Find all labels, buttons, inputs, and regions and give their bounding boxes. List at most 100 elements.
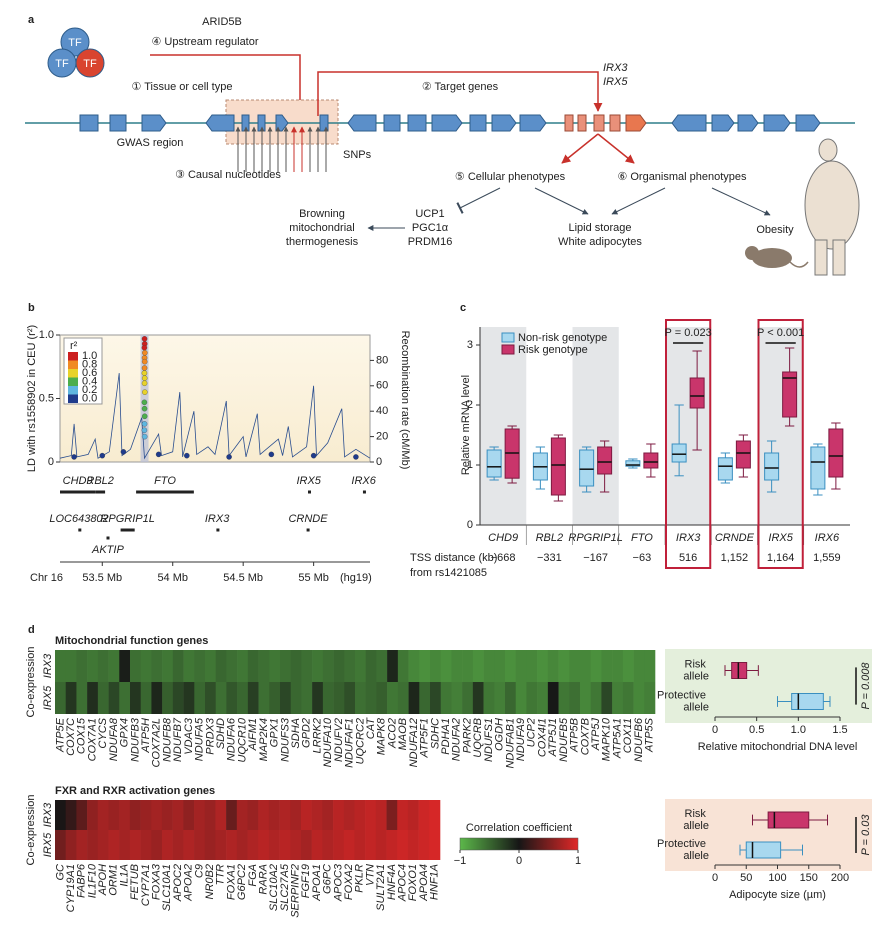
- heat-cell: [300, 800, 312, 830]
- heat-cell: [87, 800, 99, 830]
- region-label: GWAS region: [117, 137, 184, 149]
- legend-label: 1.0: [82, 350, 97, 362]
- step-label: ⑤ Cellular phenotypes: [455, 171, 566, 183]
- column-label: HNF4A: [386, 864, 398, 900]
- heat-cell: [344, 650, 356, 682]
- target-gene: IRX5: [603, 76, 628, 88]
- heat-cell: [97, 830, 109, 860]
- target-gene: IRX3: [603, 62, 628, 74]
- heat-cell: [226, 800, 238, 830]
- heat-cell: [418, 800, 430, 830]
- legend-swatch: [501, 344, 515, 355]
- heat-cell: [119, 830, 131, 860]
- heat-cell: [375, 800, 387, 830]
- column-label: MAPK8: [376, 717, 388, 755]
- heat-cell: [119, 800, 131, 830]
- heat-cell: [558, 682, 570, 714]
- category-label: Risk allele: [683, 808, 709, 832]
- y-axis-label: Co-expression: [25, 795, 37, 866]
- heat-cell: [215, 830, 227, 860]
- column-label: GPD2: [301, 718, 313, 748]
- tss-value: 1,152: [721, 552, 749, 564]
- column-label: IL1F10: [86, 863, 98, 898]
- column-label: ATP5F1: [419, 718, 431, 759]
- heat-cell: [429, 800, 441, 830]
- column-label: ATP5E: [54, 717, 66, 753]
- gene-label: CRNDE: [288, 513, 328, 525]
- heat-cell: [590, 650, 602, 682]
- heat-cell: [376, 682, 388, 714]
- gene-block: [795, 114, 821, 132]
- heat-cell: [494, 682, 506, 714]
- column-label: NDUFA12: [408, 718, 420, 767]
- column-label: APOH: [97, 864, 109, 896]
- y-axis-label: Co-expression: [25, 647, 37, 718]
- column-label: MAPK10: [601, 717, 613, 761]
- heat-cell: [430, 682, 442, 714]
- heat-cell: [419, 650, 431, 682]
- column-label: ATP5J: [590, 718, 602, 752]
- arrow: [317, 71, 603, 116]
- column-label: SULT2A1: [375, 864, 387, 911]
- heat-cell: [204, 800, 216, 830]
- column-label: ATP5H: [140, 718, 152, 754]
- column-label: SLC10A2: [268, 864, 280, 911]
- heat-cell: [312, 650, 324, 682]
- heat-cell: [322, 830, 334, 860]
- heat-cell: [537, 650, 549, 682]
- gene-label: RBL2: [86, 475, 114, 487]
- phenotype: thermogenesis: [286, 236, 359, 248]
- row-label: IRX3: [42, 802, 54, 827]
- heat-cell: [386, 830, 398, 860]
- column-label: CAT: [365, 717, 377, 739]
- heat-cell: [472, 650, 484, 682]
- heat-cell: [311, 830, 323, 860]
- x-tick-label: 53.5 Mb: [82, 572, 122, 584]
- column-label: GC: [54, 864, 66, 881]
- column-label: APOC2: [172, 864, 184, 902]
- heat-cell: [226, 650, 238, 682]
- heat-cell: [151, 650, 163, 682]
- heat-cell: [397, 830, 409, 860]
- heat-cell: [440, 650, 452, 682]
- column-label: ATP5S: [644, 717, 656, 753]
- gene-label: IRX5: [296, 475, 321, 487]
- column-label: AIFM1: [247, 718, 259, 751]
- x-axis-label: (hg19): [340, 572, 372, 584]
- regulator: ARID5B: [202, 16, 242, 28]
- heat-cell: [344, 682, 356, 714]
- column-label: NR0B2: [204, 864, 216, 899]
- heat-cell: [279, 800, 291, 830]
- step-label: ③ Causal nucleotides: [175, 169, 281, 181]
- column-label: NDUFB7: [172, 717, 184, 762]
- x-tick-label: IRX3: [676, 532, 701, 544]
- gene-block: [763, 114, 791, 132]
- x-tick-label: 54.5 Mb: [223, 572, 263, 584]
- heat-cell: [558, 650, 570, 682]
- legend-swatch: [68, 352, 78, 361]
- gene-block: [347, 114, 377, 132]
- column-bg: [480, 327, 527, 525]
- heat-cell: [65, 830, 77, 860]
- heat-cell: [622, 682, 634, 714]
- heat-cell: [322, 650, 334, 682]
- heat-cell: [355, 682, 367, 714]
- legend-swatch: [68, 369, 78, 378]
- box: [828, 428, 844, 478]
- heat-cell: [376, 650, 388, 682]
- heat-cell: [547, 650, 559, 682]
- column-label: UCP2: [526, 718, 538, 747]
- heat-cell: [247, 800, 259, 830]
- heat-cell: [151, 800, 163, 830]
- y2-tick-label: 80: [376, 354, 388, 366]
- box: [791, 693, 824, 710]
- heat-cell: [333, 830, 345, 860]
- column-label: NDUFA5: [194, 717, 206, 761]
- p-value: P = 0.03: [860, 814, 872, 856]
- heat-cell: [633, 650, 645, 682]
- row-label: IRX3: [42, 653, 54, 678]
- heat-cell: [194, 800, 206, 830]
- gene-label: IRX6: [351, 475, 376, 487]
- gene-block: [577, 114, 587, 132]
- column-label: NDUFB6: [633, 717, 645, 762]
